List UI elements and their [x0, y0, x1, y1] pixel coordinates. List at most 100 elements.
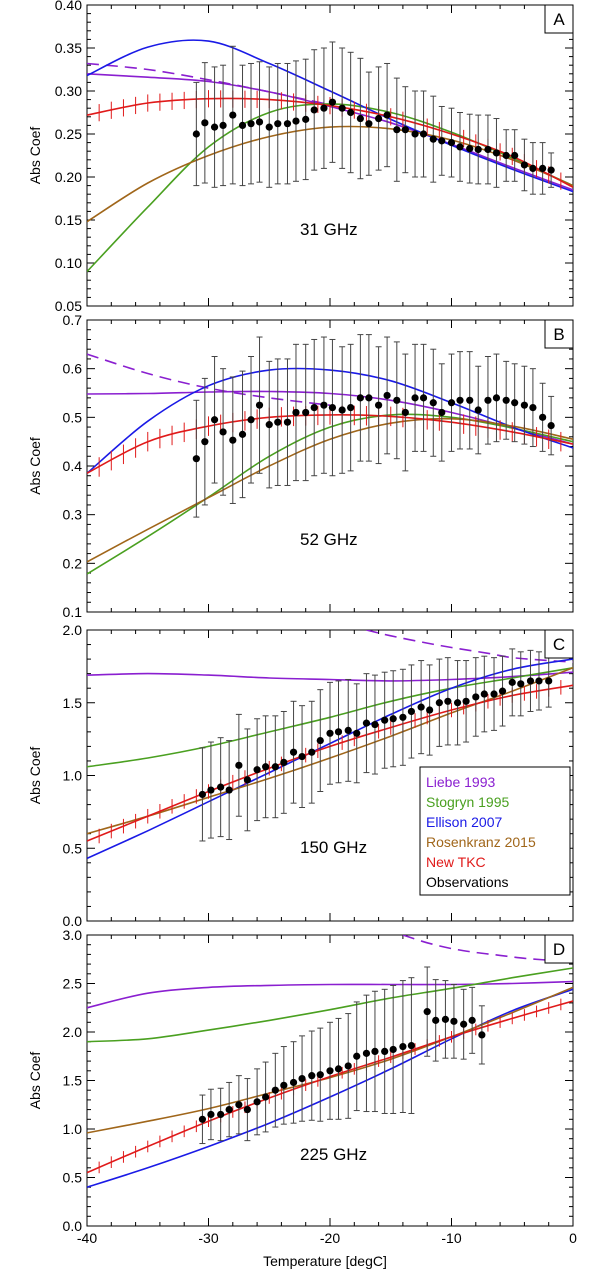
- observation-point: [247, 416, 255, 424]
- observation-point: [362, 719, 371, 727]
- y-axis-label: Abs Coef: [27, 747, 43, 805]
- observation-point: [419, 394, 428, 402]
- observation-point: [219, 121, 227, 129]
- series-line-stogryn-1995: [87, 967, 573, 1043]
- observation-point: [407, 707, 416, 716]
- observation-point: [362, 1049, 371, 1057]
- series-line-rosenkranz-2015: [87, 125, 573, 223]
- observation-point: [328, 98, 337, 106]
- observation-point: [517, 680, 525, 688]
- y-tick-label: 0.35: [55, 40, 82, 56]
- observation-point: [219, 428, 227, 436]
- y-tick-label: 0.5: [63, 409, 83, 425]
- observation-point: [371, 720, 379, 729]
- series-line-new-tkc: [87, 684, 573, 842]
- observation-point: [547, 422, 555, 430]
- observation-point: [302, 408, 310, 417]
- series-line-ellison-2007: [87, 367, 573, 474]
- observation-point: [326, 1067, 334, 1075]
- observation-point: [356, 394, 364, 402]
- observation-point: [492, 149, 501, 157]
- observation-point: [492, 394, 501, 402]
- observation-point: [484, 396, 492, 404]
- observation-point: [353, 729, 361, 737]
- observation-point: [539, 413, 547, 421]
- x-axis-label: Temperature [degC]: [263, 1253, 387, 1269]
- y-tick-label: 2.5: [63, 976, 83, 992]
- legend-entry: Stogryn 1995: [426, 794, 509, 810]
- observation-point: [198, 790, 207, 799]
- observation-point: [444, 697, 452, 705]
- observation-point: [472, 693, 480, 701]
- legend-box: [419, 766, 571, 896]
- observation-point: [383, 111, 391, 119]
- panel-letter: A: [553, 10, 565, 29]
- observation-point: [456, 396, 464, 404]
- observation-point: [225, 1106, 233, 1114]
- series-line-liebe-1993-dashed: [87, 62, 331, 106]
- y-tick-label: 1.0: [63, 768, 83, 784]
- observation-point: [334, 1065, 343, 1073]
- frequency-label: 52 GHz: [300, 530, 358, 549]
- observation-point: [235, 761, 243, 769]
- observation-point: [201, 119, 209, 127]
- y-tick-label: 0.40: [55, 0, 82, 13]
- observation-point: [210, 416, 219, 424]
- y-axis-label: Abs Coef: [27, 437, 43, 495]
- observation-point: [262, 763, 270, 771]
- observation-point: [535, 677, 543, 685]
- observation-point: [399, 713, 407, 721]
- observation-point: [450, 1017, 458, 1025]
- series-line-liebe-1993: [87, 73, 573, 191]
- panel-letter-box: [544, 629, 574, 659]
- series-group: [87, 39, 573, 273]
- observation-point: [243, 776, 251, 784]
- observation-point: [375, 401, 383, 409]
- y-tick-label: 0.25: [55, 126, 82, 142]
- observation-point: [393, 396, 401, 404]
- panel-D: 0.0 0.5 1.0 1.5 2.0 2.5 3.0 Abs Coef 225 GHz D: [27, 927, 574, 1234]
- observation-point: [344, 1062, 352, 1070]
- panel-C: 0.0 0.5 1.0 1.5 2.0 Abs Coef 150 GHz C: [27, 622, 574, 929]
- observation-point: [417, 703, 425, 711]
- observation-point: [247, 120, 255, 128]
- y-tick-label: 0.5: [63, 840, 83, 856]
- y-tick-label: 2.0: [63, 622, 83, 638]
- legend: Liebe 1993 Stogryn 1995 Ellison 2007 Rosenk…: [419, 766, 571, 896]
- observation-point: [217, 1110, 225, 1119]
- observation-point: [229, 436, 237, 444]
- panel-letter-box: [544, 4, 574, 34]
- observation-point: [271, 1086, 279, 1094]
- observation-point: [238, 430, 247, 438]
- y-tick-label: 0.0: [63, 913, 83, 929]
- observation-point: [520, 401, 529, 409]
- panel-A: 0.05 0.10 0.15 0.20 0.25 0.30 0.35 0.40 Abs Coef…: [27, 0, 574, 314]
- y-tick-label: 0.30: [55, 83, 82, 99]
- observation-point: [271, 763, 279, 771]
- y-tick-label: 0.2: [63, 555, 83, 571]
- series-group: [87, 935, 573, 1188]
- observation-point: [316, 1071, 324, 1079]
- series-line-liebe-1993: [87, 980, 573, 1009]
- observation-point: [289, 1078, 298, 1087]
- observation-point: [320, 104, 328, 112]
- observation-point: [365, 120, 373, 128]
- observation-point: [438, 137, 446, 145]
- legend-entry: Ellison 2007: [426, 814, 502, 830]
- observation-point: [545, 677, 553, 685]
- observation-point: [447, 139, 456, 147]
- observation-point: [401, 408, 409, 417]
- observation-point: [344, 726, 352, 734]
- panel-letter: D: [553, 940, 565, 959]
- observation-point: [438, 408, 446, 417]
- y-tick-label: 2.0: [63, 1024, 83, 1040]
- y-axis-label: Abs Coef: [27, 1052, 43, 1110]
- observation-point: [393, 126, 401, 134]
- observation-point: [429, 135, 437, 143]
- observation-point: [308, 748, 316, 756]
- y-tick-label: 0.4: [63, 458, 83, 474]
- observation-point: [338, 104, 346, 112]
- observation-point: [326, 729, 334, 737]
- observation-point: [389, 715, 397, 723]
- observation-point: [456, 143, 464, 151]
